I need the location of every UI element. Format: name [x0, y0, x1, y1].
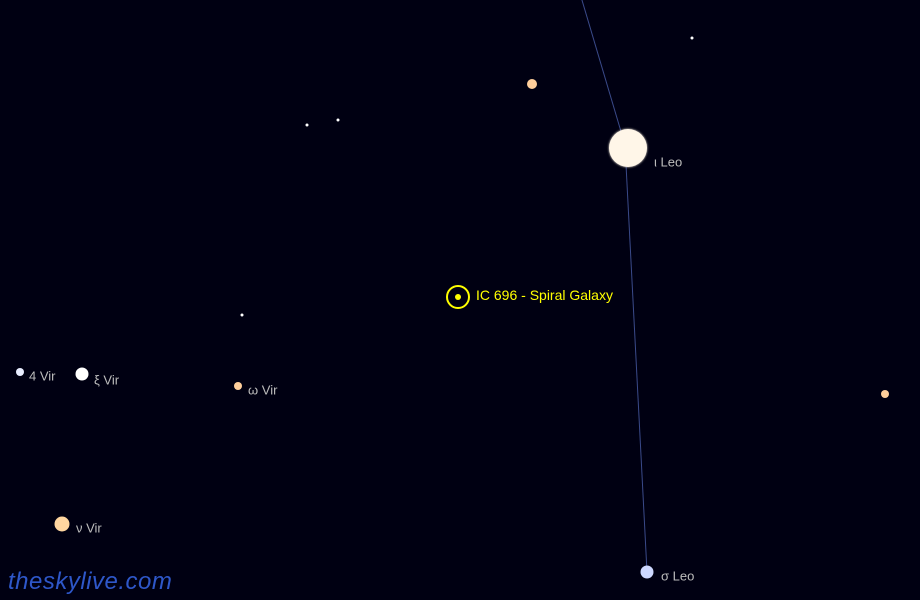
star-label-nu-vir: ν Vir	[76, 521, 102, 536]
star-label-omega-vir: ω Vir	[248, 383, 277, 398]
const-line-1	[576, 0, 625, 145]
target-dot	[455, 294, 461, 300]
star-field-star-6	[881, 390, 889, 398]
star-4-vir	[16, 368, 24, 376]
star-sigma-leo	[641, 566, 654, 579]
star-label-4-vir: 4 Vir	[29, 369, 56, 384]
star-field-star-1	[527, 79, 537, 89]
star-omega-vir	[234, 382, 242, 390]
star-iota-leo	[609, 129, 647, 167]
star-xi-vir	[76, 368, 89, 381]
star-field-star-3	[306, 124, 309, 127]
star-label-iota-leo: ι Leo	[654, 155, 682, 170]
watermark: theskylive.com	[8, 568, 172, 596]
star-chart: ι Leo σ Leo ξ Vir 4 Vir ω Vir ν Vir IC 696 - …	[0, 0, 920, 600]
star-nu-vir	[55, 517, 70, 532]
star-field-star-2	[691, 37, 694, 40]
const-line-2	[625, 145, 647, 572]
target-label: IC 696 - Spiral Galaxy	[476, 287, 613, 303]
star-field-star-5	[241, 314, 244, 317]
star-label-xi-vir: ξ Vir	[94, 373, 119, 388]
star-label-sigma-leo: σ Leo	[661, 569, 694, 584]
star-field-star-4	[337, 119, 340, 122]
